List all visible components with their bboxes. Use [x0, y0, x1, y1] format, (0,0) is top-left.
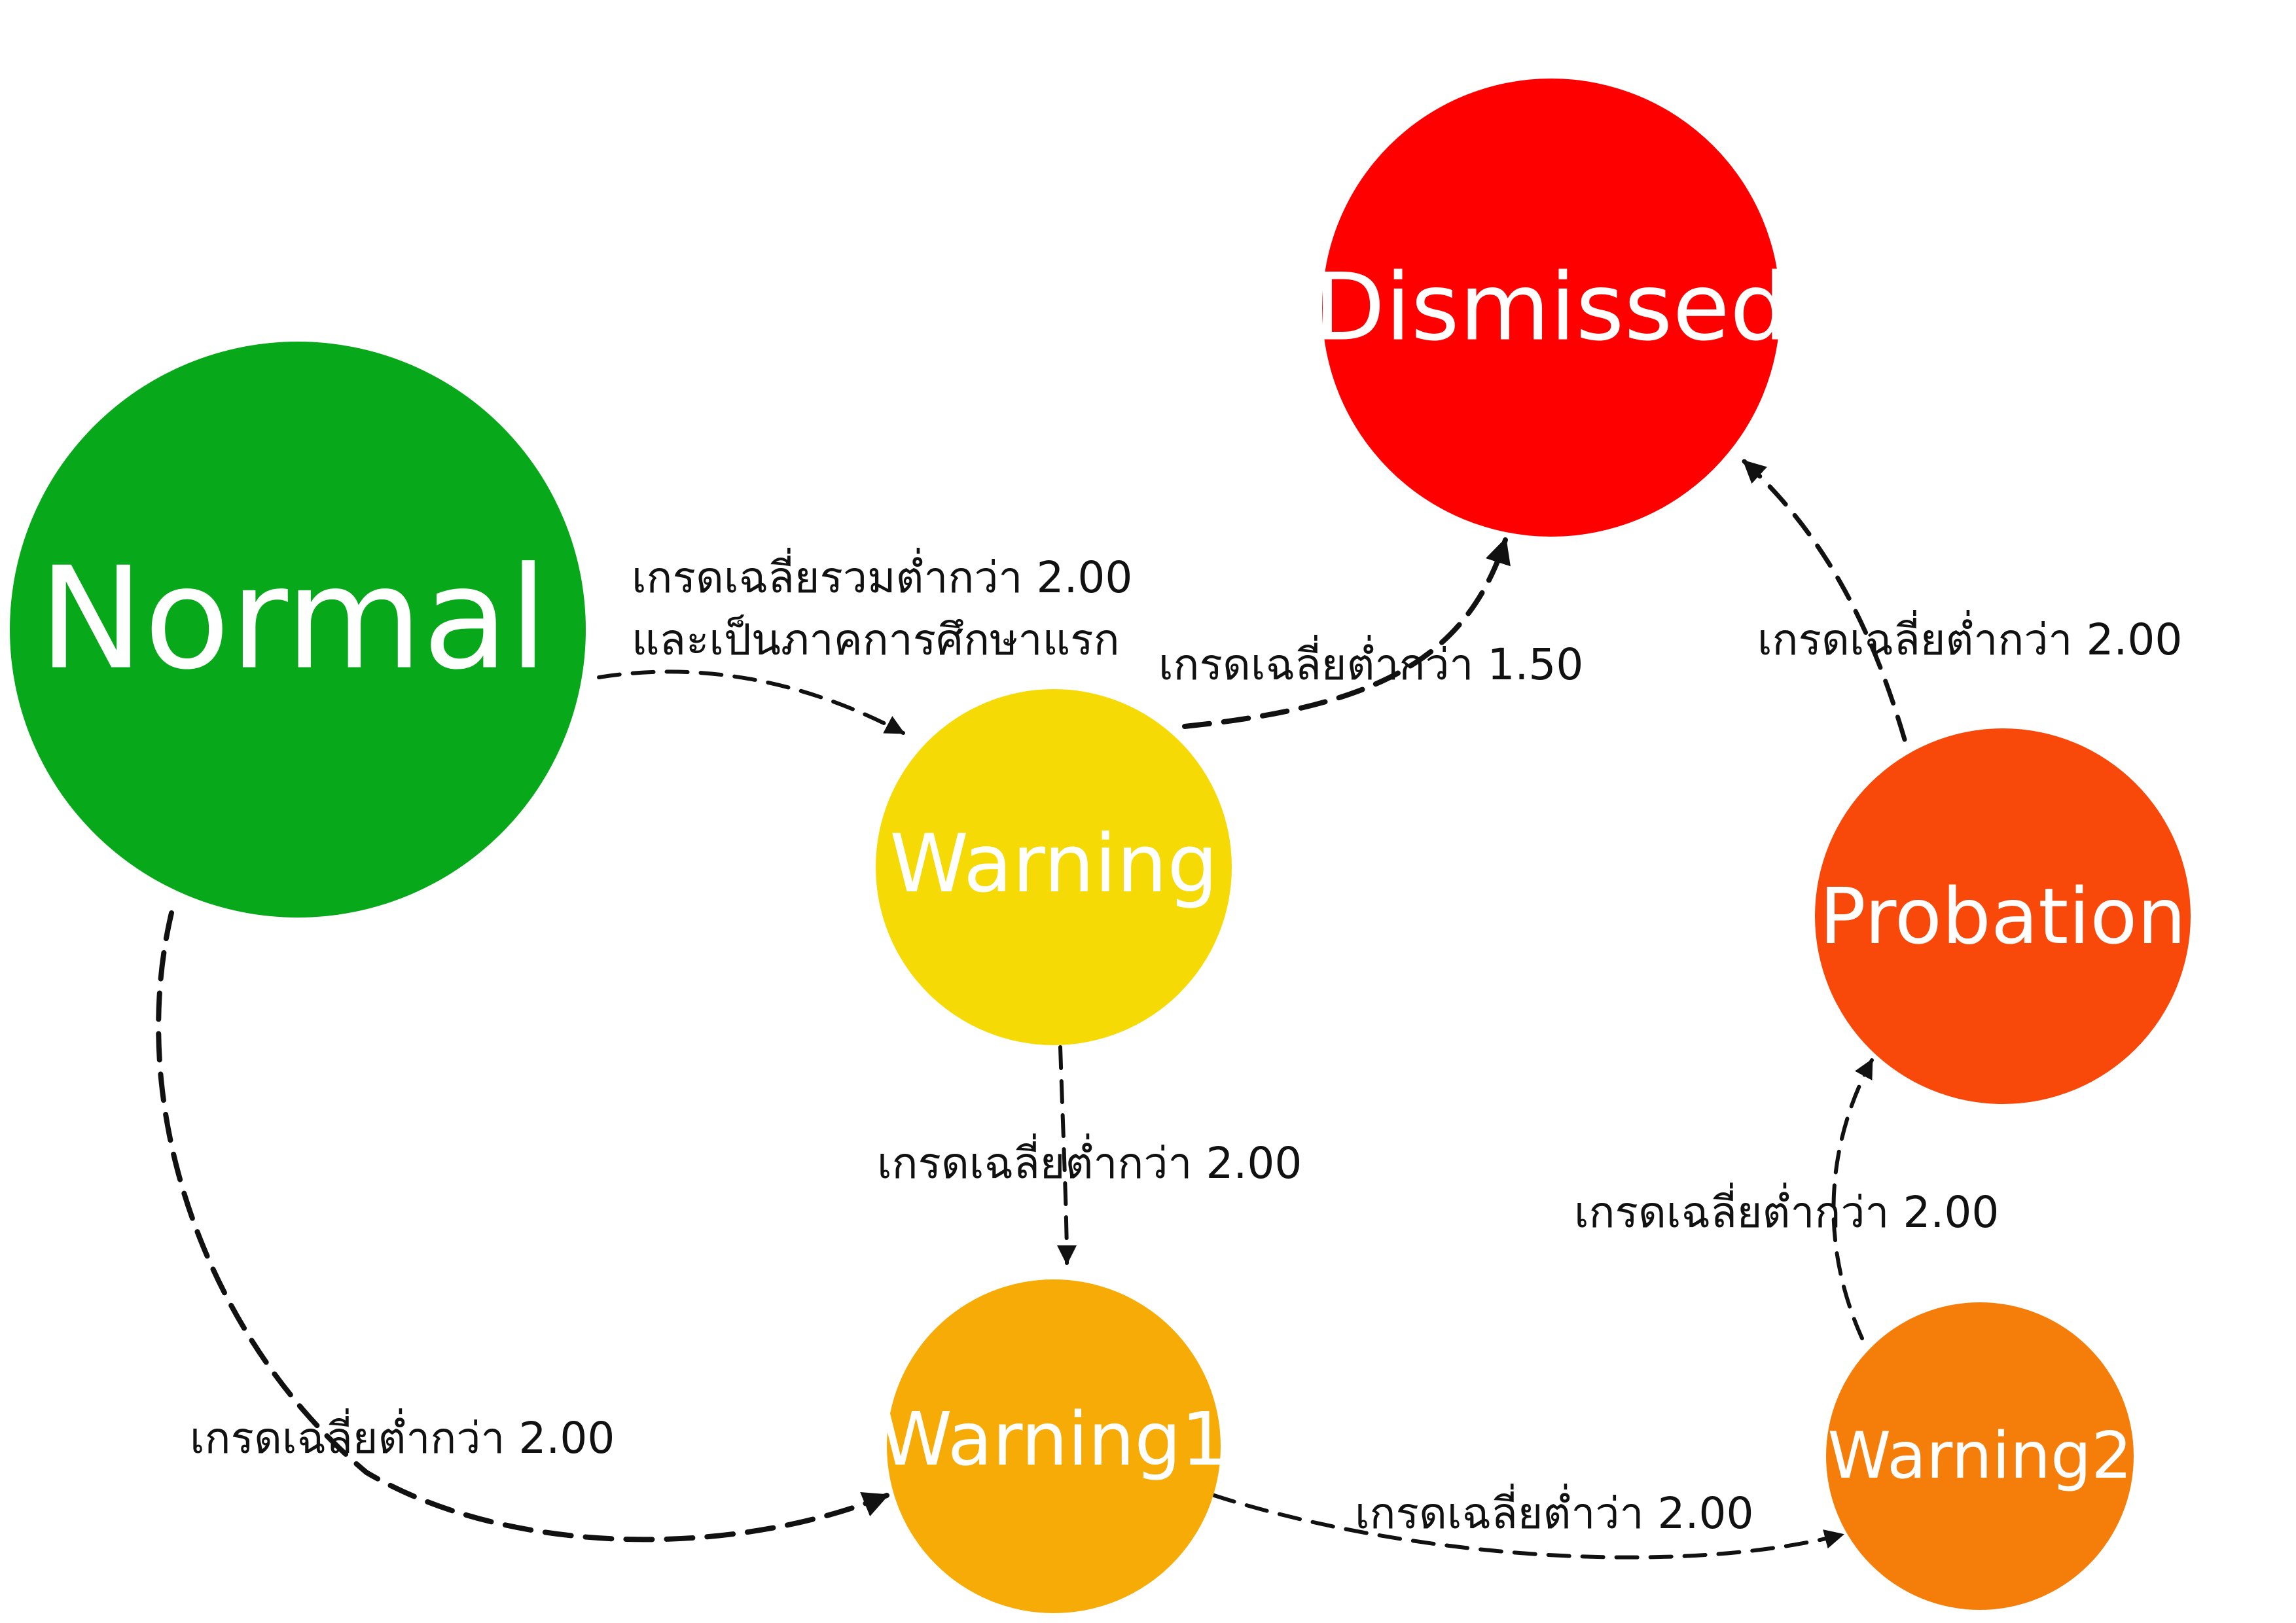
node-warning-label: Warning	[889, 817, 1218, 910]
node-dismissed-circle	[1322, 79, 1780, 537]
node-warning1-circle	[887, 1279, 1221, 1613]
node-probation-circle	[1815, 728, 2191, 1104]
node-warning1: Warning1	[880, 1279, 1228, 1613]
node-warning-circle	[876, 689, 1232, 1045]
edge-normal-to-warning	[597, 669, 905, 735]
edge-label-warning-to-warning1: เกรดเฉลี่ยต่ำกว่า 2.00	[877, 1133, 1302, 1188]
node-warning2: Warning2	[1826, 1302, 2134, 1610]
edge-warning2-to-probation	[1831, 1058, 1874, 1340]
node-probation-label: Probation	[1820, 871, 2186, 961]
node-probation: Probation	[1815, 728, 2191, 1104]
edge-label-normal-to-warning-line1: เกรดเฉลี่ยรวมต่ำกว่า 2.00	[632, 548, 1132, 603]
node-warning2-label: Warning2	[1827, 1419, 2132, 1493]
edge-label-warning-to-dismissed: เกรดเฉลี่ยต่ำกว่า 1.50	[1158, 635, 1583, 690]
edge-label-warning2-to-probation: เกรดเฉลี่ยต่ำกว่า 2.00	[1574, 1183, 1999, 1238]
node-normal: Normal	[10, 342, 586, 918]
edge-label-normal-to-warning1: เกรดเฉลี่ยต่ำกว่า 2.00	[190, 1408, 615, 1463]
node-dismissed-label: Dismissed	[1314, 254, 1789, 362]
edge-label-warning1-to-warning2: เกรดเฉลี่ยต่ำว่า 2.00	[1355, 1484, 1753, 1539]
node-dismissed: Dismissed	[1314, 79, 1789, 537]
node-normal-label: Normal	[39, 537, 548, 701]
edge-label-probation-to-dismissed: เกรดเฉลี่ยต่ำกว่า 2.00	[1757, 610, 2182, 665]
node-normal-circle	[10, 342, 586, 918]
edge-warning-to-warning1	[1056, 1045, 1077, 1265]
edge-warning1-to-warning2	[1212, 1493, 1844, 1560]
edge-warning-to-dismissed	[1182, 537, 1511, 729]
node-warning2-circle	[1826, 1302, 2134, 1610]
edge-normal-to-warning1	[156, 910, 889, 1543]
node-warning: Warning	[876, 689, 1232, 1045]
edge-probation-to-dismissed	[1742, 459, 1907, 742]
node-warning1-label: Warning1	[880, 1397, 1228, 1482]
edge-label-normal-to-warning-line2: และเป็นภาคการศึกษาแรก	[632, 614, 1120, 665]
